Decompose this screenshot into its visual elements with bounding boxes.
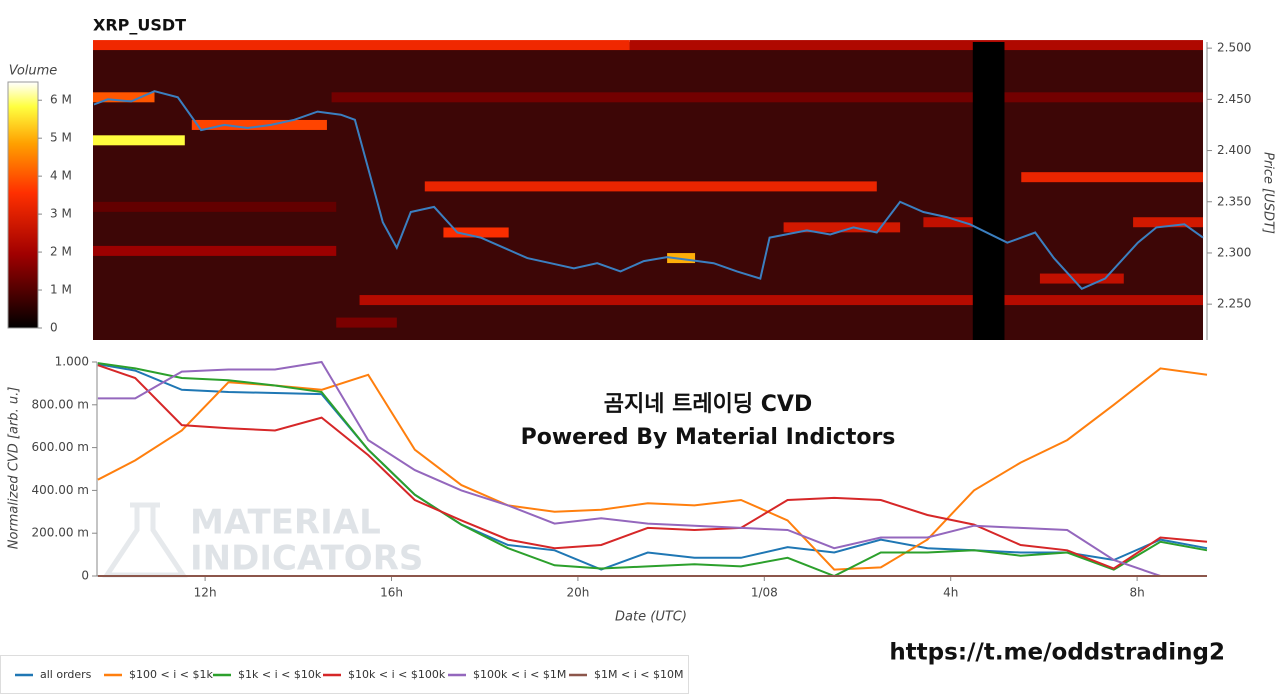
annotation: https://t.me/oddstrading2 (889, 640, 1225, 666)
y-tick-label: 2.450 (1217, 92, 1251, 106)
y-tick-label: 2.350 (1217, 194, 1251, 208)
x-tick-label: 16h (380, 586, 403, 600)
legend-label: $100 < i < $1k (129, 668, 213, 681)
heat-band (93, 135, 185, 146)
y-axis-label: Price [USDT] (1261, 152, 1276, 234)
colorbar-tick-label: 2 M (50, 245, 72, 259)
colorbar-tick-label: 4 M (50, 169, 72, 183)
x-tick-label: 4h (943, 586, 958, 600)
y-tick-label: 2.300 (1217, 245, 1251, 259)
cvd-line (97, 363, 1208, 571)
legend-label: all orders (40, 668, 92, 681)
cvd-line (97, 364, 1208, 570)
colorbar-tick-label: 1 M (50, 283, 72, 297)
heat-band (191, 119, 327, 130)
y-tick-label: 2.250 (1217, 297, 1251, 311)
colorbar-label: Volume (9, 64, 58, 79)
data-gap (972, 42, 1005, 340)
legend-label: $100k < i < $1M (473, 668, 566, 681)
y-tick-label: 400.00 m (32, 483, 90, 497)
x-axis-label: Date (UTC) (615, 610, 687, 625)
heat-band (93, 40, 630, 51)
y-tick-label: 200.00 m (32, 526, 90, 540)
watermark: MATERIAL (190, 503, 381, 543)
y-tick-label: 800.00 m (32, 397, 90, 411)
y-tick-label: 600.00 m (32, 440, 90, 454)
heat-band (629, 40, 1203, 51)
cvd-line (97, 360, 1207, 577)
x-tick-label: 20h (566, 586, 589, 600)
heat-band (424, 181, 877, 192)
heat-band (336, 317, 397, 328)
annotation: 곰지네 트레이딩 CVD (604, 392, 812, 417)
x-tick-label: 8h (1129, 586, 1144, 600)
heat-band (1133, 217, 1203, 228)
colorbar-tick-label: 3 M (50, 207, 72, 221)
heat-band (93, 245, 337, 256)
y-axis-label: Normalized CVD [arb. u.] (7, 387, 22, 550)
heat-band (93, 92, 155, 103)
colorbar-tick-label: 5 M (50, 131, 72, 145)
heat-band (1021, 172, 1203, 183)
legend-label: $1k < i < $10k (238, 668, 322, 681)
heat-band (93, 201, 337, 212)
y-tick-label: 2.400 (1217, 143, 1251, 157)
heat-band (783, 222, 901, 233)
price-line (93, 90, 1204, 291)
x-tick-label: 12h (194, 586, 217, 600)
colorbar (7, 81, 39, 329)
y-tick-label: 2.500 (1217, 41, 1251, 55)
heat-band (1039, 273, 1124, 284)
legend-label: $10k < i < $100k (348, 668, 446, 681)
y-tick-label: 0 (81, 569, 89, 583)
x-tick-label: 1/08 (751, 586, 778, 600)
heat-band (331, 92, 1203, 103)
chart-title: XRP_USDT (93, 16, 186, 35)
colorbar-tick-label: 6 M (50, 93, 72, 107)
heat-band (359, 295, 1203, 306)
watermark: INDICATORS (190, 539, 423, 579)
y-tick-label: 1.000 (55, 355, 89, 369)
heat-band (443, 227, 509, 238)
watermark-logo (102, 502, 188, 578)
annotation: Powered By Material Indictors (521, 425, 896, 450)
colorbar-tick-label: 0 (50, 321, 58, 335)
heat-band (923, 217, 994, 228)
cvd-line (97, 362, 1208, 578)
legend-label: $1M < i < $10M (594, 668, 683, 681)
